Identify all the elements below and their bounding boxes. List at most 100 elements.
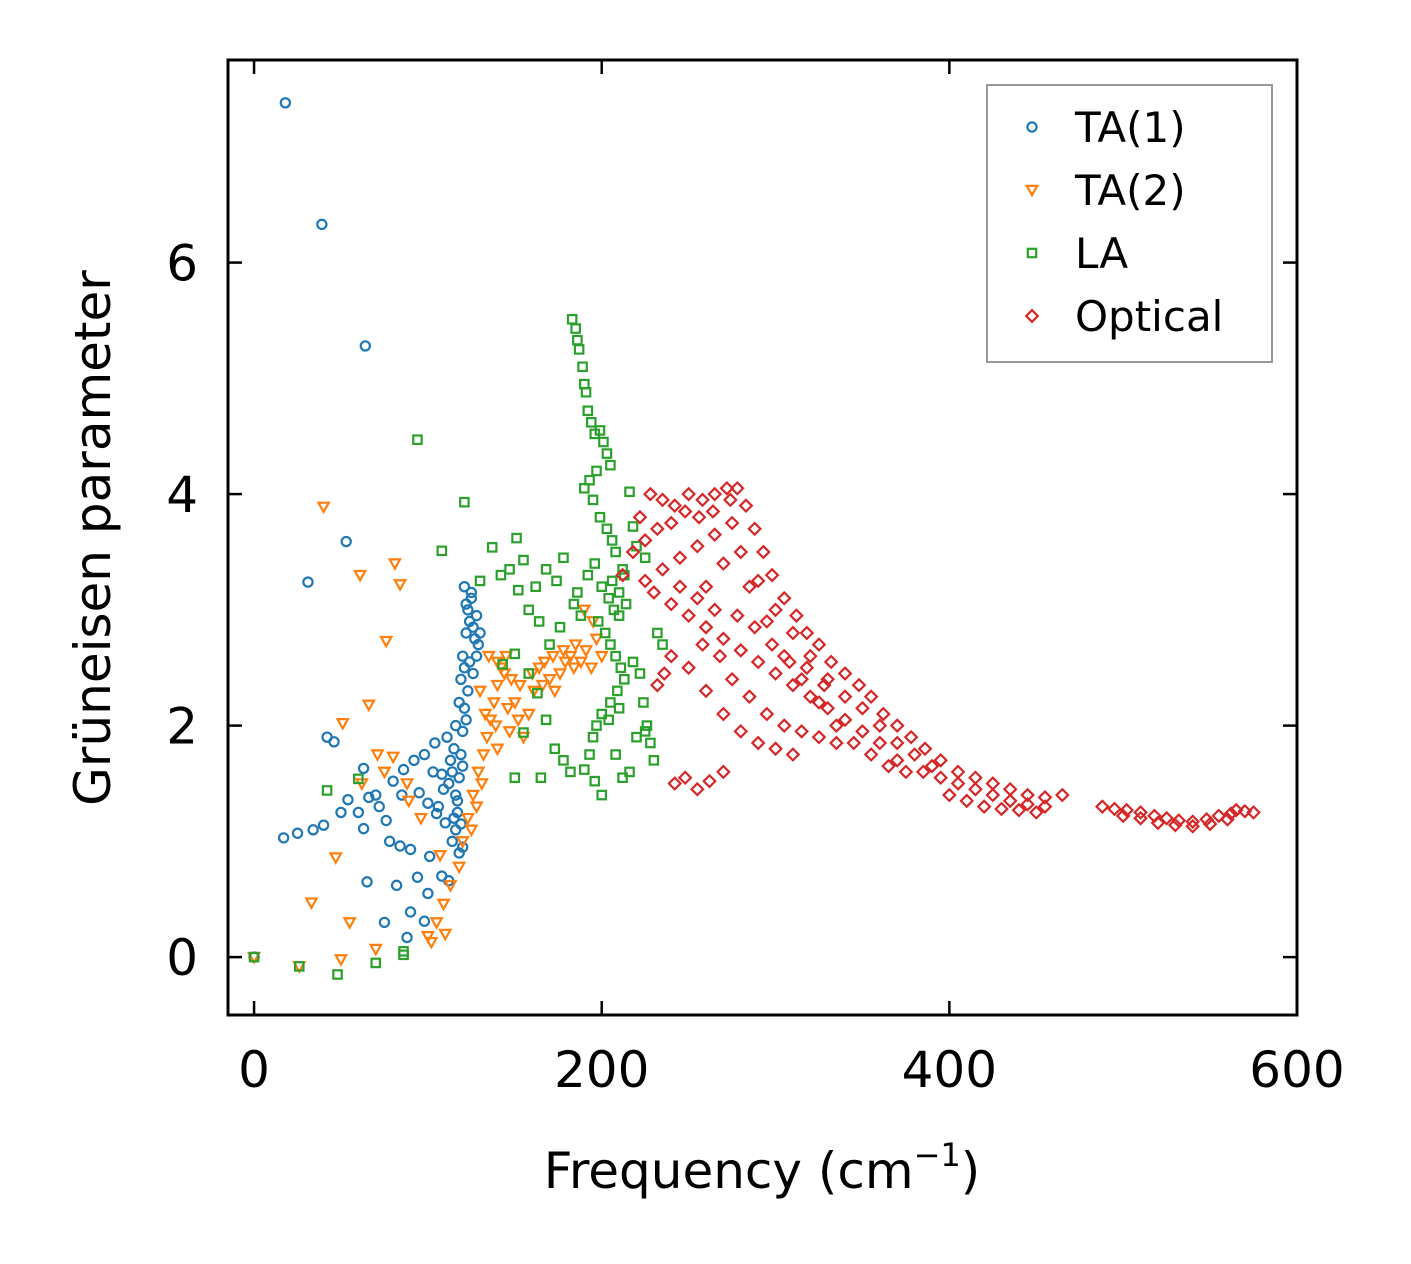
data-point (279, 97, 292, 109)
data-point (816, 677, 832, 693)
data-point (444, 754, 457, 767)
data-point (613, 610, 625, 621)
data-point (1133, 805, 1148, 820)
data-point (465, 586, 478, 599)
data-point (1011, 802, 1027, 818)
data-point (811, 695, 827, 710)
data-point (547, 685, 562, 699)
y-tick-label: 0 (166, 929, 198, 987)
data-point (750, 654, 766, 670)
data-point (811, 637, 827, 652)
data-point (716, 556, 731, 571)
plot-area (247, 97, 1261, 980)
data-point (463, 656, 476, 668)
data-point (1119, 802, 1135, 818)
data-point (677, 504, 693, 519)
data-point (691, 509, 707, 525)
data-point (872, 718, 888, 733)
data-point (632, 509, 648, 525)
data-point (458, 580, 471, 593)
data-point (681, 660, 696, 676)
data-point (526, 685, 541, 699)
data-point (535, 772, 547, 783)
data-point (820, 671, 836, 687)
data-point (328, 852, 343, 866)
data-point (610, 749, 621, 760)
data-point (471, 766, 486, 780)
data-point (566, 313, 578, 325)
data-point (768, 666, 783, 681)
data-point (1246, 805, 1261, 820)
data-point (617, 772, 628, 783)
data-point (652, 627, 663, 639)
data-point (606, 575, 618, 587)
data-point (707, 486, 723, 502)
data-point (340, 535, 352, 548)
data-point (497, 658, 508, 670)
data-point (483, 714, 498, 728)
data-point (277, 832, 290, 844)
data-point (408, 754, 420, 767)
data-point (677, 770, 693, 786)
data-point (663, 648, 679, 664)
data-point (649, 677, 665, 693)
data-point (500, 702, 515, 716)
data-point (478, 708, 493, 722)
data-point (1002, 793, 1018, 809)
data-point (398, 946, 409, 957)
data-point (707, 602, 723, 618)
y-axis-title: Grüneisen parameter (64, 270, 122, 806)
data-point (450, 824, 462, 836)
data-point (437, 783, 450, 795)
data-point (481, 650, 496, 664)
data-point (624, 766, 635, 778)
data-point (799, 625, 815, 641)
data-point (460, 627, 472, 639)
data-point (429, 737, 441, 749)
data-point (469, 801, 484, 815)
legend-entry: TA(1) (1026, 103, 1186, 152)
data-point (663, 596, 679, 612)
data-point (335, 806, 347, 819)
data-point (474, 575, 486, 587)
data-point (436, 898, 451, 912)
data-point (582, 405, 594, 417)
data-point (399, 778, 415, 791)
data-point (959, 793, 975, 809)
data-point (976, 799, 992, 814)
data-point (1159, 810, 1174, 826)
data-point (566, 662, 581, 676)
data-point (1228, 802, 1244, 818)
data-point (637, 573, 653, 589)
data-point (789, 608, 804, 623)
data-point (540, 564, 552, 575)
data-point (420, 931, 435, 944)
data-point (368, 943, 383, 957)
data-point (655, 561, 670, 577)
data-point (724, 515, 740, 531)
data-point (474, 778, 489, 791)
data-point (404, 843, 417, 856)
data-point (698, 683, 714, 699)
data-point (729, 480, 745, 496)
data-point (591, 465, 602, 477)
data-point (472, 638, 485, 651)
data-point (378, 916, 391, 929)
data-point (453, 771, 465, 784)
series-optical (615, 480, 1261, 834)
data-point (540, 714, 552, 726)
data-point (291, 827, 304, 839)
data-point (302, 576, 314, 588)
data-point (422, 887, 434, 900)
data-point (455, 836, 470, 849)
data-point (521, 708, 536, 722)
data-point (467, 667, 479, 680)
data-point (601, 523, 613, 535)
data-point (785, 677, 801, 693)
data-point (915, 764, 931, 780)
data-point (627, 656, 639, 668)
data-point (568, 639, 583, 653)
series-ta-1- (248, 97, 486, 963)
data-point (610, 546, 621, 558)
data-point (397, 763, 410, 776)
